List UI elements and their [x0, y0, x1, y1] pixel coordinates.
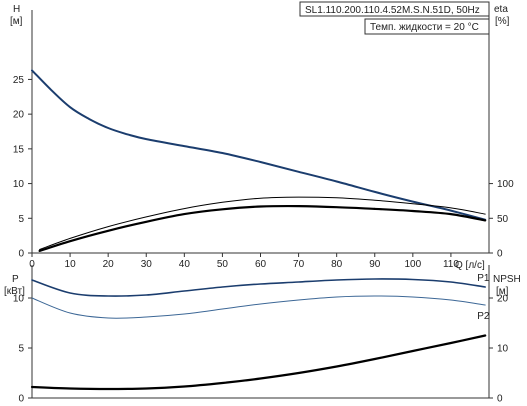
top-ylabel-right: eta — [494, 4, 508, 15]
top-left-tick-label: 25 — [13, 75, 25, 86]
top-x-tick-label: 50 — [217, 259, 229, 270]
top-x-tick-label: 90 — [369, 259, 381, 270]
bottom-right-tick-label: 10 — [497, 344, 509, 355]
bottom-series-p2-line — [31, 295, 486, 319]
bottom-left-tick-label: 0 — [18, 394, 24, 405]
top-ylabel-left-unit: [м] — [10, 16, 23, 27]
top-x-tick-label: 0 — [29, 259, 35, 270]
top-right-tick-label: 0 — [497, 249, 503, 260]
top-x-tick-label: 60 — [255, 259, 267, 270]
bottom-ylabel-right: NPSH — [493, 274, 521, 285]
top-series-1-line — [39, 196, 486, 250]
top-x-tick-label: 30 — [141, 259, 153, 270]
bottom-series-2-line — [30, 334, 487, 391]
temperature-note: Темп. жидкости = 20 °C — [370, 22, 479, 33]
top-x-tick-label: 10 — [65, 259, 77, 270]
top-x-tick-label: 110 — [443, 259, 459, 270]
model-label-box — [299, 1, 490, 17]
bottom-series-label-p1: P1 — [477, 273, 490, 284]
top-series-0-line — [31, 69, 487, 221]
top-x-tick-label: 20 — [103, 259, 115, 270]
top-left-tick-label: 20 — [13, 110, 25, 121]
top-right-tick-label: 50 — [497, 214, 509, 225]
bottom-ylabel-left-unit: [кВт] — [4, 286, 25, 297]
model-label: SL1.110.200.110.4.52M.S.N.51D, 50Hz — [305, 5, 480, 16]
top-x-tick-label: 100 — [404, 259, 421, 270]
bottom-right-tick-label: 20 — [497, 294, 509, 305]
top-x-tick-label: 70 — [293, 259, 305, 270]
top-left-tick-label: 5 — [18, 214, 24, 225]
top-left-tick-label: 0 — [18, 249, 24, 260]
bottom-right-tick-label: 0 — [497, 394, 503, 405]
top-x-tick-label: 80 — [331, 259, 343, 270]
top-ylabel-right-unit: [%] — [495, 16, 510, 27]
top-xlabel: Q [л/с] — [455, 260, 485, 271]
bottom-left-tick-label: 10 — [13, 294, 25, 305]
top-series-2-line — [38, 204, 487, 252]
bottom-ylabel-right-unit: [м] — [496, 286, 509, 297]
bottom-ylabel-left: P — [12, 274, 19, 285]
top-left-tick-label: 15 — [13, 144, 25, 155]
top-left-tick-label: 10 — [13, 179, 25, 190]
bottom-series-p1-line — [31, 278, 486, 297]
bottom-left-tick-label: 5 — [18, 344, 24, 355]
bottom-series-label-p2: P2 — [477, 311, 490, 322]
top-right-tick-label: 100 — [497, 179, 514, 190]
top-x-tick-label: 40 — [179, 259, 191, 270]
top-ylabel-left: H — [13, 4, 20, 15]
